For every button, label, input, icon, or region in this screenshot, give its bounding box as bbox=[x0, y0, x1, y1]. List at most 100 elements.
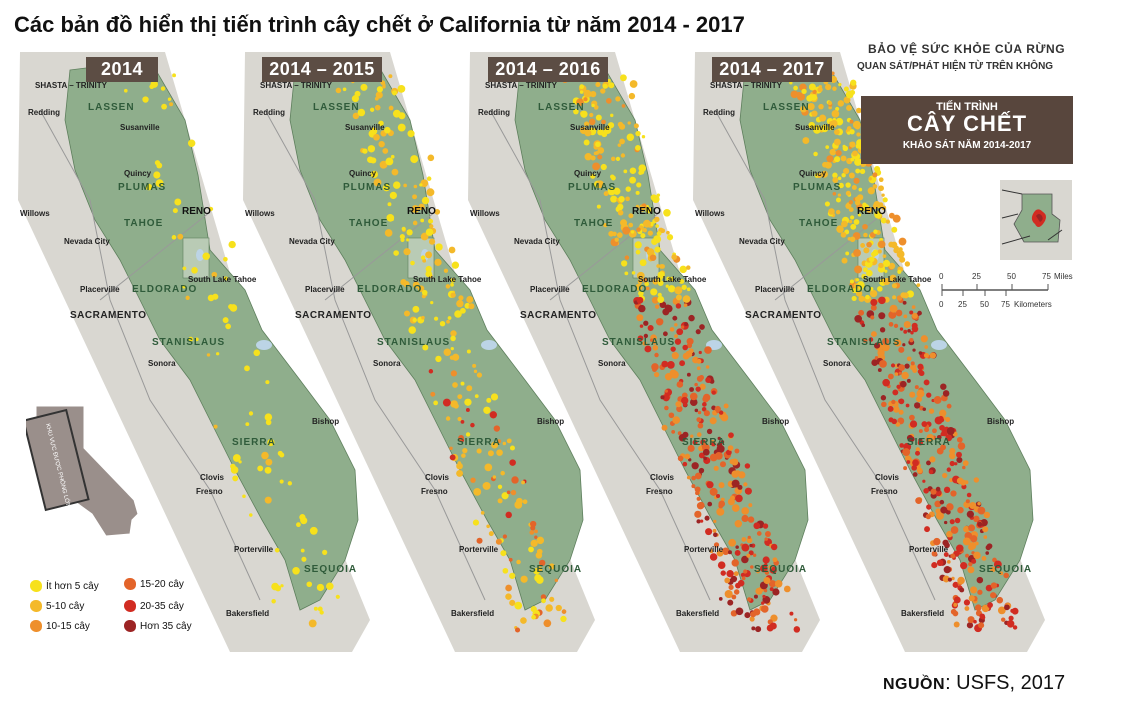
mortality-dot bbox=[425, 265, 432, 273]
mortality-dot bbox=[957, 576, 965, 585]
mortality-dot bbox=[292, 567, 300, 575]
mortality-dot bbox=[696, 519, 701, 524]
mortality-dot bbox=[495, 538, 502, 545]
mortality-dot bbox=[450, 335, 456, 342]
mortality-dot bbox=[868, 177, 872, 181]
mortality-dot bbox=[391, 168, 399, 176]
mortality-dot bbox=[867, 187, 875, 195]
map-label-bakersfield: Bakersfield bbox=[676, 609, 719, 618]
panel-label-2014-2016: 2014 – 2016 bbox=[488, 57, 608, 82]
scale-km-unit: Kilometers bbox=[1014, 300, 1052, 309]
mortality-dot bbox=[834, 156, 841, 163]
mortality-dot bbox=[1000, 617, 1006, 622]
mortality-dot bbox=[698, 452, 705, 459]
mortality-dot bbox=[505, 511, 512, 519]
legend-item-gt35: Hơn 35 cây bbox=[124, 620, 192, 632]
mortality-dot bbox=[929, 456, 936, 463]
mortality-dot bbox=[412, 194, 418, 200]
mortality-dot bbox=[601, 119, 606, 125]
map-label-plumas: PLUMAS bbox=[568, 182, 616, 193]
mortality-dot bbox=[768, 565, 773, 569]
mortality-dot bbox=[973, 551, 981, 560]
mortality-dot bbox=[489, 411, 498, 419]
mortality-dot bbox=[857, 194, 864, 201]
mortality-dot bbox=[730, 610, 738, 617]
mortality-dot bbox=[878, 262, 884, 269]
mortality-dot bbox=[724, 589, 733, 598]
mortality-dot bbox=[911, 325, 919, 333]
mortality-dot bbox=[906, 434, 914, 441]
mortality-dot bbox=[911, 312, 918, 319]
highway bbox=[324, 211, 436, 301]
mortality-dot bbox=[225, 323, 231, 330]
mortality-dot bbox=[654, 352, 659, 358]
mortality-dot bbox=[509, 445, 515, 451]
mortality-dot bbox=[874, 356, 879, 360]
mortality-dot bbox=[941, 429, 949, 437]
scale-mile-50: 50 bbox=[1007, 272, 1016, 281]
mortality-dot bbox=[893, 323, 899, 329]
map-label-clovis: Clovis bbox=[875, 473, 900, 482]
mortality-dot bbox=[832, 86, 837, 91]
mortality-dot bbox=[730, 575, 738, 583]
mortality-dot bbox=[624, 271, 629, 276]
mortality-dot bbox=[142, 96, 149, 103]
mortality-dot bbox=[703, 456, 707, 461]
mortality-dot bbox=[664, 405, 669, 411]
mortality-dot bbox=[466, 295, 474, 304]
mortality-dot bbox=[854, 265, 863, 274]
mortality-dot bbox=[824, 201, 830, 207]
mortality-dot bbox=[677, 455, 684, 462]
mortality-dot bbox=[963, 599, 971, 606]
mortality-dot bbox=[464, 398, 472, 406]
mortality-dot bbox=[828, 105, 832, 110]
highway bbox=[489, 109, 711, 601]
mortality-dot bbox=[976, 576, 984, 584]
mortality-dot bbox=[888, 310, 897, 319]
mortality-dot bbox=[450, 330, 457, 337]
legend-label: 15-20 cây bbox=[140, 578, 184, 590]
mortality-dot bbox=[735, 607, 744, 616]
mortality-dot bbox=[465, 432, 471, 437]
mortality-dot bbox=[699, 383, 706, 390]
mortality-dot bbox=[536, 536, 545, 545]
mortality-dot bbox=[607, 187, 616, 196]
mortality-dot bbox=[683, 303, 688, 308]
map-label-willows: Willows bbox=[470, 209, 500, 218]
legend-item-5-10: 5-10 cây bbox=[30, 600, 84, 612]
mortality-dot bbox=[253, 349, 261, 357]
mortality-dot bbox=[596, 204, 601, 209]
mortality-dot bbox=[382, 184, 390, 192]
mortality-dot bbox=[729, 459, 735, 465]
mortality-dot bbox=[858, 309, 865, 316]
mortality-dot bbox=[661, 424, 668, 431]
mortality-dot bbox=[772, 588, 780, 596]
mortality-dot bbox=[449, 355, 455, 360]
mortality-dot bbox=[391, 90, 398, 96]
mortality-dot bbox=[905, 403, 910, 408]
mortality-dot bbox=[230, 466, 239, 474]
map-label-porterville: Porterville bbox=[684, 545, 724, 554]
mortality-dot bbox=[893, 406, 900, 413]
mortality-dot bbox=[482, 481, 491, 490]
mortality-dot bbox=[608, 82, 615, 89]
mortality-dot bbox=[862, 202, 867, 207]
mortality-dot bbox=[629, 176, 637, 184]
mortality-dot bbox=[539, 559, 546, 567]
mortality-dot bbox=[600, 88, 606, 94]
mortality-dot bbox=[579, 84, 585, 90]
mortality-dot bbox=[891, 226, 898, 233]
mortality-dot bbox=[677, 431, 682, 436]
mortality-dot bbox=[769, 587, 774, 592]
legend: Ít hơn 5 cây 5-10 cây 10-15 cây 15-20 câ… bbox=[30, 576, 230, 640]
mortality-dot bbox=[877, 349, 885, 357]
map-label-sierra: SIERRA bbox=[682, 437, 726, 448]
mortality-dot bbox=[977, 521, 983, 527]
mortality-dot bbox=[425, 228, 434, 237]
mortality-dot bbox=[530, 520, 537, 528]
mortality-dot bbox=[223, 276, 228, 281]
mortality-dot bbox=[267, 438, 275, 447]
mortality-dot bbox=[623, 169, 628, 174]
mortality-dot bbox=[724, 577, 731, 584]
mortality-dot bbox=[896, 384, 901, 389]
